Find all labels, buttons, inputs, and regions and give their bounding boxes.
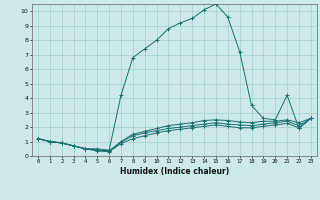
X-axis label: Humidex (Indice chaleur): Humidex (Indice chaleur) [120,167,229,176]
